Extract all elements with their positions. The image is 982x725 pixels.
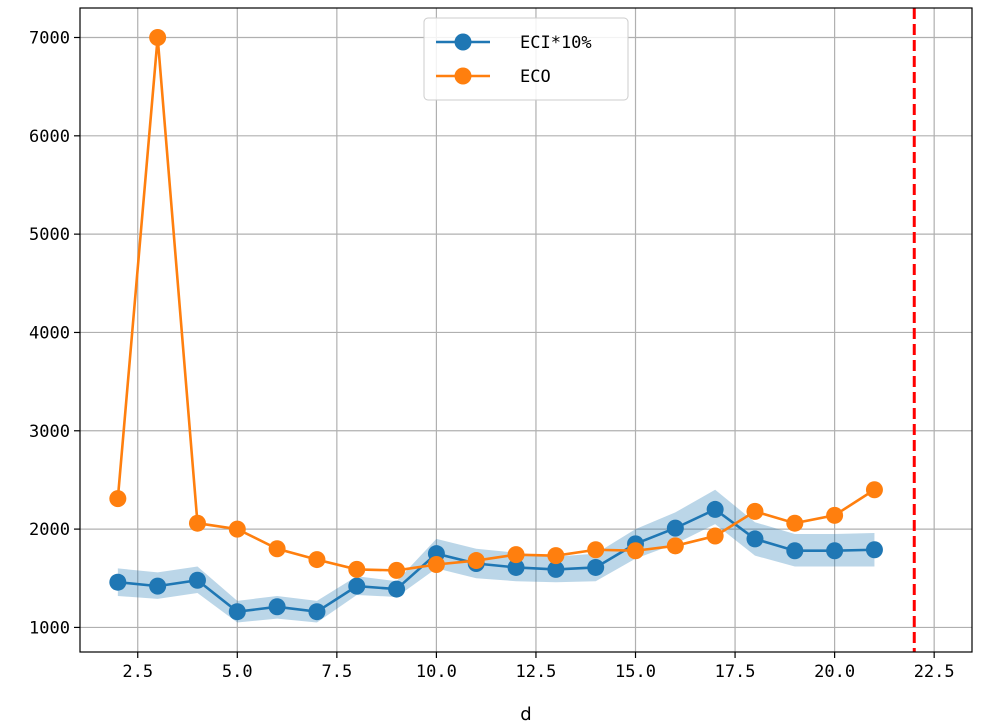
y-tick-label: 2000 (29, 520, 70, 540)
legend-box (423, 17, 629, 101)
data-point (826, 506, 844, 524)
x-tick-label: 2.5 (122, 662, 153, 682)
series-eci (109, 500, 883, 621)
y-tick-label: 6000 (29, 127, 70, 147)
data-point (587, 558, 605, 576)
data-point (507, 558, 525, 576)
legend: ECI*10% ECO (423, 17, 629, 101)
data-point (706, 500, 724, 518)
data-point (308, 603, 326, 621)
plot-frame (79, 7, 973, 653)
y-tick-label: 5000 (29, 225, 70, 245)
data-point (149, 28, 167, 46)
data-point (547, 560, 565, 578)
data-point (627, 542, 645, 560)
series-layer (109, 28, 883, 621)
data-point (308, 551, 326, 569)
data-point (188, 571, 206, 589)
data-point (388, 561, 406, 579)
data-point (348, 560, 366, 578)
data-point (786, 514, 804, 532)
data-point (467, 552, 485, 570)
data-point (228, 603, 246, 621)
data-point (268, 598, 286, 616)
data-point (746, 502, 764, 520)
x-tick-label: 22.5 (914, 662, 955, 682)
x-tick-label: 15.0 (615, 662, 656, 682)
data-point (188, 514, 206, 532)
x-tick-label: 17.5 (715, 662, 756, 682)
y-tick-label: 7000 (29, 28, 70, 48)
data-point (348, 577, 366, 595)
x-tick-label: 5.0 (222, 662, 253, 682)
data-point (587, 541, 605, 559)
data-point (746, 530, 764, 548)
grid-layer (80, 8, 972, 652)
data-point (547, 547, 565, 565)
legend-marker (454, 33, 472, 51)
data-point (865, 481, 883, 499)
data-point (507, 546, 525, 564)
x-tick-label: 10.0 (416, 662, 457, 682)
data-point (786, 542, 804, 560)
legend-marker (454, 67, 472, 85)
data-point (666, 519, 684, 537)
x-axis-label: d (520, 704, 531, 725)
x-tick-label: 7.5 (321, 662, 352, 682)
legend-label: ECI*10% (520, 33, 592, 53)
data-point (228, 520, 246, 538)
data-point (109, 490, 127, 508)
legend-label: ECO (520, 67, 551, 87)
y-tick-label: 4000 (29, 323, 70, 343)
x-tick-label: 12.5 (515, 662, 556, 682)
data-point (865, 541, 883, 559)
ticks-layer: 2.5 5.0 7.5 10.0 12.5 15.0 17.5 20.0 22.5 1000 200… (29, 28, 955, 682)
data-point (388, 580, 406, 598)
x-tick-label: 20.0 (814, 662, 855, 682)
series-eco (109, 28, 883, 579)
data-point (149, 577, 167, 595)
data-point (268, 540, 286, 558)
data-point (666, 537, 684, 555)
y-tick-label: 3000 (29, 422, 70, 442)
data-point (109, 573, 127, 591)
data-point (427, 555, 445, 573)
y-tick-label: 1000 (29, 618, 70, 638)
data-point (706, 527, 724, 545)
data-point (826, 542, 844, 560)
